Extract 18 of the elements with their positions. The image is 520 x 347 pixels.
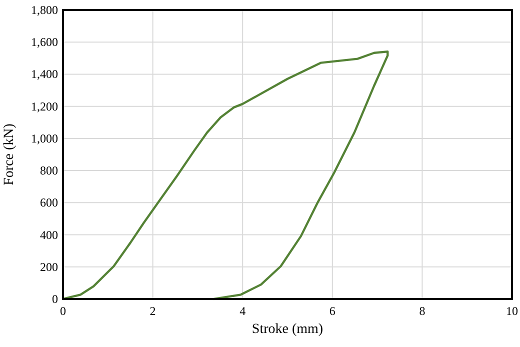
x-axis-title: Stroke (mm) (252, 322, 324, 337)
y-tick-label: 1,600 (31, 35, 58, 50)
y-tick-label: 1,400 (31, 67, 58, 82)
y-tick-label: 400 (40, 228, 58, 242)
y-tick-label: 0 (52, 292, 58, 306)
y-tick-label: 200 (40, 260, 58, 274)
x-tick-label: 6 (329, 304, 336, 318)
x-tick-label: 4 (240, 304, 246, 318)
x-tick-label: 10 (506, 304, 518, 318)
line-series (62, 50, 389, 300)
x-tick-label: 2 (150, 304, 156, 318)
y-tick-label: 800 (40, 164, 58, 178)
y-tick-label: 1,800 (31, 3, 58, 17)
y-tick-label: 600 (40, 196, 58, 210)
y-tick-label: 1,200 (31, 99, 58, 114)
x-tick-label: 8 (419, 304, 426, 318)
y-tick-label: 1,000 (31, 131, 58, 146)
y-axis-title: Force (kN) (2, 123, 17, 186)
